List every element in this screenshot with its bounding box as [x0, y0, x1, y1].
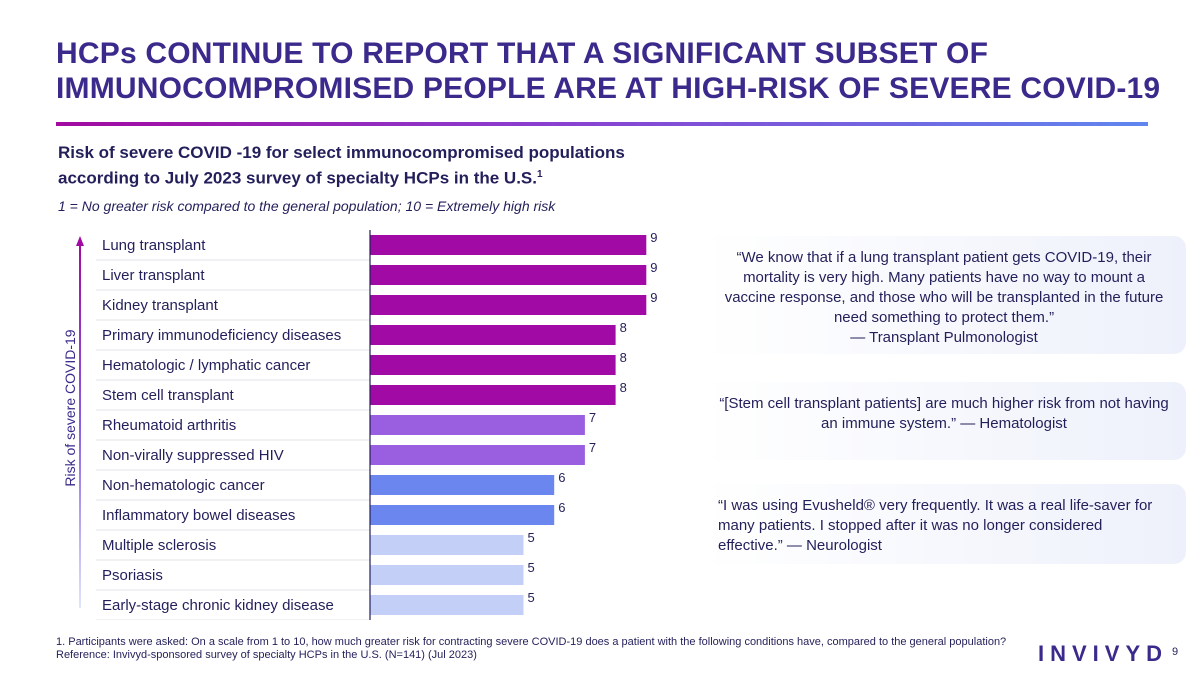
- page-number: 9: [1172, 646, 1179, 658]
- bar: [370, 565, 524, 585]
- value-label: 6: [558, 470, 565, 485]
- quote-2-text: “[Stem cell transplant patients] are muc…: [719, 395, 1169, 432]
- value-label: 5: [528, 560, 535, 575]
- company-logo: INVIVYD: [1038, 641, 1169, 666]
- category-label: Multiple sclerosis: [102, 537, 216, 554]
- risk-arrow-icon: [76, 236, 84, 608]
- value-label: 9: [650, 260, 657, 275]
- bar: [370, 595, 524, 615]
- category-label: Inflammatory bowel diseases: [102, 507, 295, 524]
- category-label: Early-stage chronic kidney disease: [102, 597, 334, 614]
- value-label: 9: [650, 290, 657, 305]
- quote-card-1: “We know that if a lung transplant patie…: [702, 236, 1186, 354]
- chart-subtitle: Risk of severe COVID -19 for select immu…: [58, 142, 698, 190]
- quote-card-3: “I was using Evusheld® very frequently. …: [702, 484, 1186, 564]
- bar: [370, 505, 555, 525]
- bar: [370, 355, 616, 375]
- bar: [370, 295, 647, 315]
- bar: [370, 445, 585, 465]
- bar: [370, 535, 524, 555]
- quote-card-2: “[Stem cell transplant patients] are muc…: [702, 382, 1186, 460]
- category-label: Rheumatoid arthritis: [102, 417, 236, 434]
- value-label: 8: [620, 350, 627, 365]
- category-label: Non-hematologic cancer: [102, 477, 265, 494]
- risk-bar-chart: Lung transplant 9 Liver transplant 9 Kidney …: [96, 230, 658, 620]
- value-label: 8: [620, 320, 627, 335]
- bar: [370, 415, 585, 435]
- value-label: 7: [589, 440, 596, 455]
- category-label: Stem cell transplant: [102, 387, 235, 404]
- quote-1-text: “We know that if a lung transplant patie…: [724, 249, 1164, 326]
- value-label: 5: [528, 530, 535, 545]
- category-label: Lung transplant: [102, 237, 206, 254]
- title-divider: [56, 122, 1148, 126]
- category-label: Hematologic / lymphatic cancer: [102, 357, 310, 374]
- value-label: 8: [620, 380, 627, 395]
- value-label: 6: [558, 500, 565, 515]
- slide-title: HCPs CONTINUE TO REPORT THAT A SIGNIFICA…: [56, 37, 1161, 105]
- bar: [370, 265, 647, 285]
- footnote: 1. Participants were asked: On a scale f…: [56, 636, 1007, 661]
- category-label: Psoriasis: [102, 567, 163, 584]
- value-label: 5: [528, 590, 535, 605]
- category-label: Non-virally suppressed HIV: [102, 447, 284, 464]
- y-axis-label: Risk of severe COVID-19: [62, 329, 78, 487]
- category-label: Primary immunodeficiency diseases: [102, 327, 341, 344]
- subtitle-line-2: according to July 2023 survey of special…: [58, 168, 537, 188]
- bar: [370, 325, 616, 345]
- value-label: 7: [589, 410, 596, 425]
- bar: [370, 385, 616, 405]
- subtitle-line-1: Risk of severe COVID -19 for select immu…: [58, 143, 625, 162]
- category-label: Liver transplant: [102, 267, 205, 284]
- category-label: Kidney transplant: [102, 297, 219, 314]
- subtitle-footnote-ref: 1: [537, 169, 543, 180]
- quote-1-attribution: — Transplant Pulmonologist: [850, 329, 1038, 346]
- quote-3-text: “I was using Evusheld® very frequently. …: [718, 497, 1153, 554]
- bar: [370, 235, 647, 255]
- value-label: 9: [650, 230, 657, 245]
- scale-note: 1 = No greater risk compared to the gene…: [58, 198, 556, 214]
- bar: [370, 475, 555, 495]
